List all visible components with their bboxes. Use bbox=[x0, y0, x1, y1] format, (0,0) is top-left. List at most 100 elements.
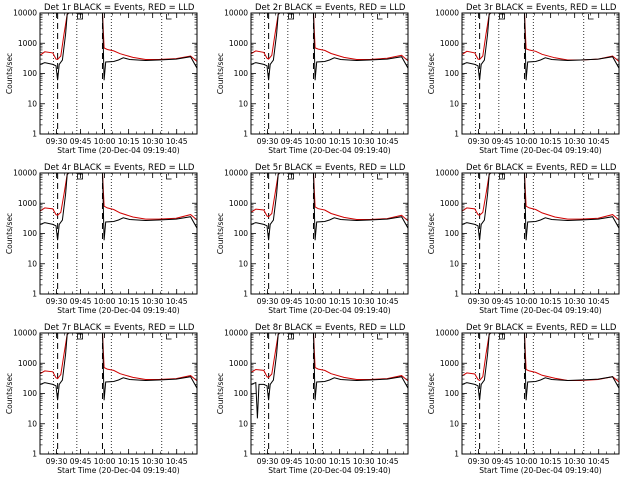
y-tick-label: 1000 bbox=[229, 39, 248, 48]
y-tick-label: 10000 bbox=[435, 169, 459, 178]
y-tick-label: 10000 bbox=[13, 169, 37, 178]
panel-frame bbox=[250, 12, 409, 135]
panel-frame bbox=[461, 172, 620, 295]
series-events-black-line bbox=[462, 173, 619, 241]
corner-marker bbox=[166, 174, 172, 180]
x-tick-label: 09:45 bbox=[281, 137, 303, 146]
y-tick-label: 1000 bbox=[440, 359, 459, 368]
square-marker bbox=[499, 333, 505, 340]
x-tick-label: 10:30 bbox=[142, 457, 164, 466]
x-axis-label: Start Time (20-Dec-04 09:19:40) bbox=[57, 306, 179, 315]
x-tick-label: 09:30 bbox=[46, 137, 68, 146]
panel-6: Det 6r BLACK = Events, RED = LLD 1 10 100 10… bbox=[427, 163, 620, 315]
x-axis-label: Start Time (20-Dec-04 09:19:40) bbox=[479, 466, 601, 475]
y-tick-label: 10000 bbox=[435, 329, 459, 338]
y-tick-label: 1 bbox=[243, 290, 248, 299]
y-tick-label: 10000 bbox=[224, 329, 248, 338]
y-tick-label: 10 bbox=[27, 99, 37, 108]
panel-frame bbox=[39, 12, 198, 135]
corner-marker bbox=[588, 334, 594, 340]
panel-title: Det 7r BLACK = Events, RED = LLD bbox=[44, 323, 195, 333]
x-tick-label: 10:00 bbox=[305, 457, 327, 466]
series-events-black-line bbox=[40, 13, 197, 81]
x-tick-label: 10:45 bbox=[377, 297, 399, 306]
x-tick-label: 10:30 bbox=[564, 137, 586, 146]
y-tick-label: 1 bbox=[32, 130, 37, 139]
corner-marker bbox=[588, 14, 594, 20]
x-tick-label: 10:30 bbox=[564, 457, 586, 466]
y-tick-label: 1 bbox=[32, 450, 37, 459]
y-tick-label: 10000 bbox=[224, 169, 248, 178]
corner-marker bbox=[166, 334, 172, 340]
x-tick-label: 09:45 bbox=[492, 457, 514, 466]
y-tick-label: 100 bbox=[23, 229, 38, 238]
y-tick-label: 10 bbox=[449, 419, 459, 428]
x-tick-label: 10:30 bbox=[353, 457, 375, 466]
y-tick-label: 10 bbox=[27, 259, 37, 268]
panel-curves bbox=[251, 173, 408, 241]
x-tick-label: 10:45 bbox=[588, 297, 610, 306]
series-events-black-line bbox=[251, 13, 408, 81]
x-tick-label: 10:00 bbox=[94, 137, 116, 146]
corner-marker bbox=[166, 14, 172, 20]
y-tick-label: 10000 bbox=[224, 9, 248, 18]
y-tick-label: 1000 bbox=[229, 359, 248, 368]
square-marker bbox=[77, 333, 83, 340]
x-axis-label: Start Time (20-Dec-04 09:19:40) bbox=[268, 466, 390, 475]
panel-title: Det 9r BLACK = Events, RED = LLD bbox=[466, 323, 617, 333]
x-tick-label: 10:15 bbox=[540, 297, 562, 306]
square-marker bbox=[77, 13, 83, 20]
panel-curves bbox=[40, 173, 197, 241]
x-tick-label: 10:15 bbox=[118, 457, 140, 466]
panel-frame bbox=[461, 332, 620, 455]
y-tick-label: 10 bbox=[238, 419, 248, 428]
panel-curves bbox=[251, 13, 408, 81]
panel-curves bbox=[251, 333, 408, 419]
x-tick-label: 09:30 bbox=[257, 457, 279, 466]
panel-title: Det 8r BLACK = Events, RED = LLD bbox=[255, 323, 406, 333]
x-tick-label: 10:30 bbox=[564, 297, 586, 306]
y-tick-label: 1000 bbox=[440, 199, 459, 208]
square-marker bbox=[499, 13, 505, 20]
panel-1: Det 1r BLACK = Events, RED = LLD 1 10 100 10… bbox=[5, 3, 198, 155]
x-tick-label: 10:00 bbox=[94, 457, 116, 466]
series-events-black-line bbox=[462, 13, 619, 81]
x-tick-label: 10:45 bbox=[166, 137, 188, 146]
x-tick-label: 10:45 bbox=[166, 297, 188, 306]
panel-frame bbox=[39, 172, 198, 295]
x-tick-label: 10:00 bbox=[94, 297, 116, 306]
x-tick-label: 09:30 bbox=[468, 457, 490, 466]
x-tick-label: 09:45 bbox=[492, 297, 514, 306]
x-axis-label: Start Time (20-Dec-04 09:19:40) bbox=[57, 146, 179, 155]
y-tick-label: 1 bbox=[454, 130, 459, 139]
x-tick-label: 10:30 bbox=[353, 137, 375, 146]
square-marker bbox=[499, 173, 505, 180]
y-axis-label: Counts/sec bbox=[216, 53, 225, 94]
y-tick-label: 1000 bbox=[229, 199, 248, 208]
x-axis-label: Start Time (20-Dec-04 09:19:40) bbox=[268, 306, 390, 315]
panel-curves bbox=[462, 13, 619, 81]
panel-title: Det 6r BLACK = Events, RED = LLD bbox=[466, 163, 617, 173]
x-tick-label: 09:30 bbox=[468, 137, 490, 146]
x-tick-label: 09:45 bbox=[281, 457, 303, 466]
x-axis-label: Start Time (20-Dec-04 09:19:40) bbox=[479, 146, 601, 155]
y-axis-label: Counts/sec bbox=[216, 213, 225, 254]
y-tick-label: 100 bbox=[234, 69, 249, 78]
series-events-black-line bbox=[40, 333, 197, 401]
series-events-black-line bbox=[40, 173, 197, 241]
y-tick-label: 1 bbox=[454, 290, 459, 299]
y-tick-label: 100 bbox=[445, 389, 460, 398]
panel-frame bbox=[461, 12, 620, 135]
corner-marker bbox=[377, 334, 383, 340]
panel-4: Det 4r BLACK = Events, RED = LLD 1 10 100 10… bbox=[5, 163, 198, 315]
x-tick-label: 10:30 bbox=[353, 297, 375, 306]
x-tick-label: 10:45 bbox=[377, 137, 399, 146]
x-tick-label: 09:45 bbox=[281, 297, 303, 306]
panel-curves bbox=[40, 333, 197, 401]
y-tick-label: 100 bbox=[234, 389, 249, 398]
y-tick-label: 1000 bbox=[18, 199, 37, 208]
x-tick-label: 10:30 bbox=[142, 297, 164, 306]
x-tick-label: 10:15 bbox=[118, 137, 140, 146]
y-tick-label: 10 bbox=[449, 99, 459, 108]
